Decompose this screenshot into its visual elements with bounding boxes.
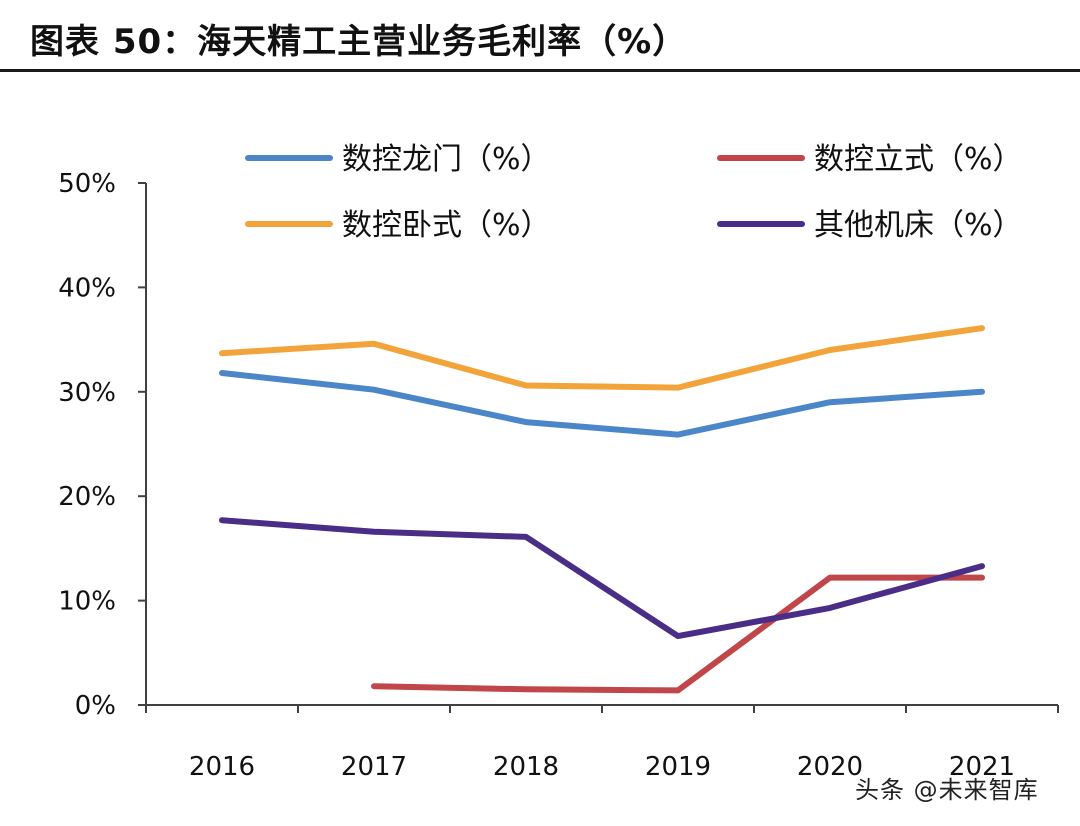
x-tick-label: 2018 [493, 752, 559, 782]
x-tick-label: 2019 [645, 752, 711, 782]
y-tick-label: 20% [58, 482, 116, 512]
chart-legend: 数控龙门（%） 数控立式（%） 数控卧式（%） 其他机床（%） [245, 142, 1023, 243]
legend-item: 数控卧式（%） [245, 208, 551, 243]
y-tick-label: 0% [75, 691, 116, 721]
legend-label: 数控立式（%） [814, 142, 1023, 177]
legend-label: 数控龙门（%） [342, 142, 551, 177]
x-tick-label: 2021 [949, 752, 1015, 782]
title-bar: 图表 50：海天精工主营业务毛利率（%） [0, 0, 1080, 72]
y-tick-label: 50% [58, 169, 116, 199]
series-line-2 [371, 574, 985, 694]
y-tick-label: 40% [58, 273, 116, 303]
legend-item: 其他机床（%） [717, 208, 1023, 243]
x-tick-label: 2017 [341, 752, 407, 782]
legend-label: 其他机床（%） [814, 208, 1023, 243]
y-tick-label: 30% [58, 378, 116, 408]
x-tick-label: 2020 [797, 752, 863, 782]
series-line-1 [219, 370, 985, 438]
legend-item: 数控立式（%） [717, 142, 1023, 177]
x-tick-label: 2016 [189, 752, 255, 782]
y-tick-label: 10% [58, 587, 116, 617]
series-line-4 [219, 517, 985, 640]
watermark: 头条 @未来智库 [855, 776, 1039, 804]
chart-axes: 0% 10% 20% 30% 40% 50% 2016 2017 2018 2019 2020 202… [58, 169, 1059, 782]
figure-title: 图表 50：海天精工主营业务毛利率（%） [30, 22, 688, 62]
chart-lines [219, 325, 985, 694]
legend-item: 数控龙门（%） [245, 142, 551, 177]
legend-label: 数控卧式（%） [342, 208, 551, 243]
series-line-3 [219, 325, 985, 391]
